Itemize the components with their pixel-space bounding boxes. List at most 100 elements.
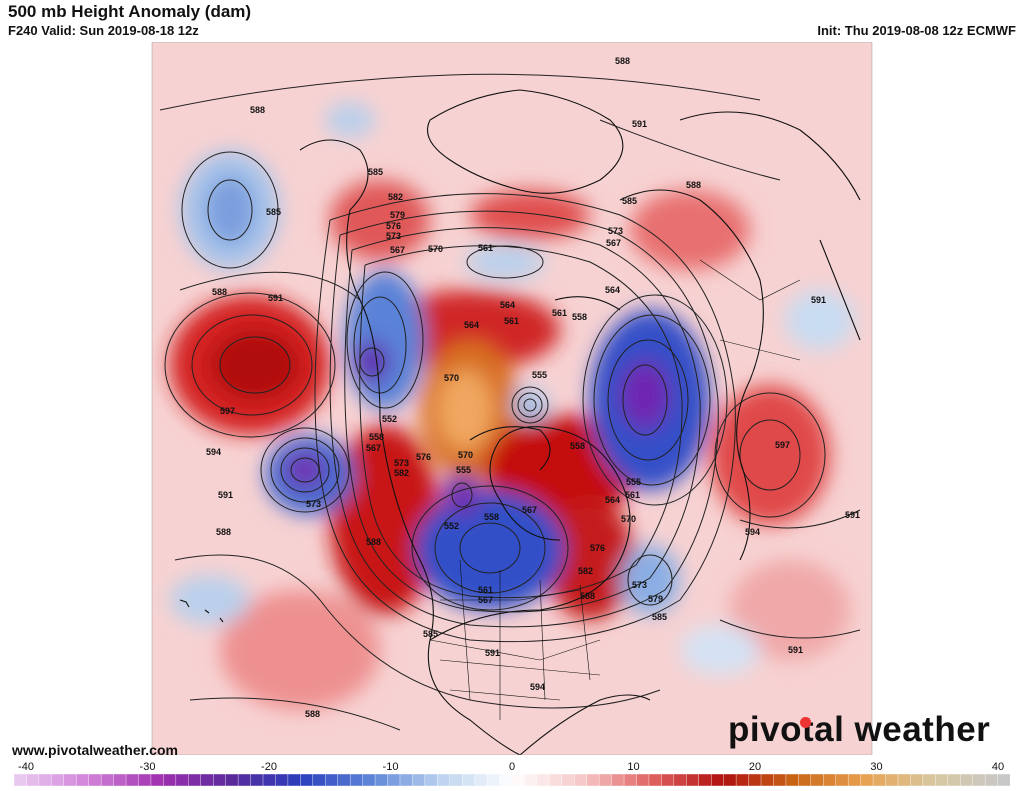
colorbar-segment [574, 774, 588, 786]
colorbar-segment [598, 774, 613, 786]
colorbar-segment [673, 774, 688, 786]
colorbar-segment [872, 774, 887, 786]
colorbar-segment [424, 774, 439, 786]
colorbar-tick-label: -40 [18, 761, 34, 773]
contour-label: 570 [621, 514, 636, 524]
contour-label: 597 [775, 440, 790, 450]
colorbar-segment [237, 774, 252, 786]
contour-label: 597 [220, 406, 235, 416]
contour-label: 585 [266, 207, 281, 217]
contour-label: 552 [382, 414, 397, 424]
contour-label: 555 [456, 465, 471, 475]
colorbar-segment [860, 774, 874, 786]
colorbar-segment [785, 774, 800, 786]
colorbar-segment [698, 774, 713, 786]
colorbar-segment [623, 774, 638, 786]
borders [429, 259, 801, 720]
colorbar-segment [200, 774, 215, 786]
contour-label: 555 [532, 370, 547, 380]
colorbar-segment [449, 774, 464, 786]
colorbar-tick-label: 40 [991, 761, 1005, 773]
colorbar-segment [100, 774, 115, 786]
contour-label: 567 [366, 443, 381, 453]
colorbar-segment [984, 774, 999, 786]
colorbar-segment [511, 774, 526, 786]
contour-label: 561 [478, 585, 493, 595]
contour-label: 558 [572, 312, 587, 322]
colorbar-segment [486, 774, 501, 786]
colorbar-segment [561, 774, 576, 786]
contour-label: 576 [416, 452, 431, 462]
contour-label: 585 [622, 196, 637, 206]
colorbar-segment [748, 774, 762, 786]
colorbar-segment [287, 774, 302, 786]
contour-label: 561 [478, 243, 493, 253]
colorbar-tick-label: -30 [139, 761, 156, 773]
colorbar-segment [387, 774, 401, 786]
contour-label: 588 [250, 105, 265, 115]
contour-label: 564 [500, 300, 515, 310]
colorbar-segment [499, 774, 513, 786]
colorbar-tick-label: -10 [382, 761, 399, 773]
colorbar-segment [362, 774, 376, 786]
contour-label: 564 [605, 285, 620, 295]
contour-label: 558 [484, 512, 499, 522]
map-title: 500 mb Height Anomaly (dam) [8, 2, 252, 21]
colorbar-segment [922, 774, 937, 786]
colorbar-segment [188, 774, 202, 786]
contour-label: 594 [745, 527, 760, 537]
colorbar-segment [76, 774, 90, 786]
colorbar-segment [225, 774, 239, 786]
colorbar-segment [549, 774, 563, 786]
colorbar-segment [88, 774, 102, 786]
contour-label: 576 [590, 543, 605, 553]
header: 500 mb Height Anomaly (dam) F240 Valid: … [0, 0, 1024, 42]
contour-label: 561 [625, 490, 640, 500]
contour-label: 591 [811, 295, 826, 305]
contour-label: 588 [580, 591, 595, 601]
contour-label: 582 [394, 468, 409, 478]
colorbar-segment [586, 774, 600, 786]
contour-label: 567 [478, 595, 493, 605]
colorbar-tick-label: -20 [261, 761, 277, 773]
colorbar-segment [26, 774, 40, 786]
pivotal-weather-logo: pivotal weather [728, 710, 990, 750]
colorbar-segment [611, 774, 625, 786]
contour-label: 558 [570, 441, 585, 451]
colorbar-segment [686, 774, 700, 786]
colorbar-segment [711, 774, 725, 786]
colorbar-segment [325, 774, 339, 786]
contour-label: 573 [306, 499, 321, 509]
init-time: Init: Thu 2019-08-08 12z ECMWF [817, 23, 1016, 38]
colorbar-segment [63, 774, 78, 786]
contour-label: 585 [423, 629, 438, 639]
colorbar-segment [636, 774, 650, 786]
contour-label: 588 [212, 287, 227, 297]
contour-label: 570 [428, 244, 443, 254]
colorbar-segment [661, 774, 675, 786]
contour-label: 594 [530, 682, 545, 692]
valid-time: F240 Valid: Sun 2019-08-18 12z [8, 23, 199, 38]
height-anomaly-map: 588 588 591 588 585 588 591 585 582 579 … [0, 42, 1024, 755]
colorbar-segment [648, 774, 663, 786]
colorbar-segment [38, 774, 53, 786]
colorbar-segment [412, 774, 426, 786]
colorbar-segment [175, 774, 190, 786]
contour-label: 573 [394, 458, 409, 468]
colorbar-segment [474, 774, 488, 786]
colorbar-segment [275, 774, 289, 786]
colorbar-segment [960, 774, 974, 786]
colorbar-segment [810, 774, 825, 786]
logo-dot-icon [800, 717, 812, 729]
colorbar-segment [835, 774, 849, 786]
height-contours [159, 73, 861, 731]
colorbar-segment [847, 774, 862, 786]
colorbar-segment [723, 774, 737, 786]
colorbar-segment [300, 774, 314, 786]
colorbar-segment [885, 774, 899, 786]
colorbar-segment [113, 774, 127, 786]
colorbar-segment [312, 774, 327, 786]
contour-label: 588 [305, 709, 320, 719]
contour-label: 588 [686, 180, 701, 190]
colorbar-segment [897, 774, 912, 786]
